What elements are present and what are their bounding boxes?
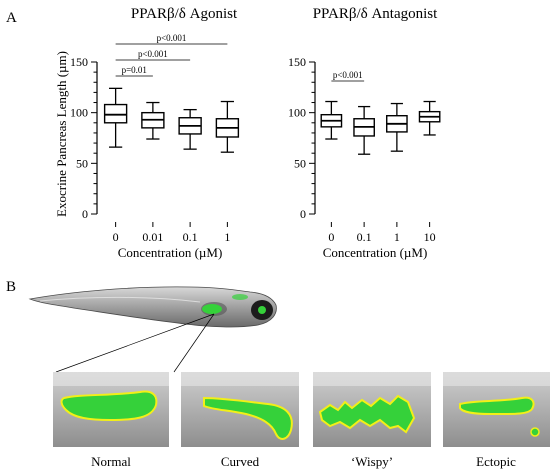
x-tick-label: 0 (113, 230, 119, 244)
y-tick-label: 0 (300, 207, 306, 221)
panel-label-b: B (6, 279, 16, 295)
chart-title: PPARβ/δ Agonist (131, 6, 238, 22)
x-axis-label: Concentration (µM) (118, 245, 223, 260)
x-axis-label: Concentration (µM) (323, 245, 428, 260)
morphology-normal (53, 372, 169, 447)
y-tick-label: 100 (70, 106, 88, 120)
y-tick-label: 150 (288, 55, 306, 69)
significance-label: p<0.001 (333, 70, 363, 80)
chart-title: PPARβ/δ Antagonist (313, 6, 438, 22)
morphology-ectopic (443, 372, 550, 447)
significance-label: p<0.001 (138, 49, 168, 59)
box-iqr (103, 103, 128, 124)
morphology-label: Curved (221, 454, 260, 469)
agonist-chart: PPARβ/δ Agonist Exocrine Pancreas Length… (54, 6, 240, 260)
y-tick-label: 50 (76, 156, 88, 170)
x-tick-label: 1 (224, 230, 230, 244)
larva-image (28, 286, 277, 373)
y-tick-label: 100 (288, 106, 306, 120)
y-axis-label: Exocrine Pancreas Length (µm) (54, 51, 69, 217)
significance-label: p=0.01 (122, 65, 147, 75)
morphology-label: Ectopic (476, 454, 516, 469)
morphology-label: ‘Wispy’ (351, 454, 393, 469)
x-tick-label: 1 (394, 230, 400, 244)
panel-label-a: A (6, 10, 17, 26)
x-tick-label: 0.01 (142, 230, 163, 244)
significance-label: p<0.001 (157, 33, 187, 43)
morphology-wispy (313, 372, 431, 447)
y-tick-label: 0 (82, 207, 88, 221)
x-tick-label: 0.1 (183, 230, 198, 244)
x-tick-label: 10 (424, 230, 436, 244)
antagonist-plot-area: 0 50 100 150 0 0.1 1 10 p<0.001 (288, 55, 441, 244)
morphology-label: Normal (91, 454, 131, 469)
x-tick-label: 0 (328, 230, 334, 244)
agonist-plot-area: 0 50 100 150 0 0.01 0.1 1 p=0.01 p<0.001 p<0.001 (70, 33, 240, 244)
x-tick-label: 0.1 (357, 230, 372, 244)
y-tick-label: 50 (294, 156, 306, 170)
antagonist-chart: PPARβ/δ Antagonist Concentration (µM) 0 5… (288, 6, 441, 260)
y-tick-label: 150 (70, 55, 88, 69)
morphology-curved (181, 372, 299, 447)
